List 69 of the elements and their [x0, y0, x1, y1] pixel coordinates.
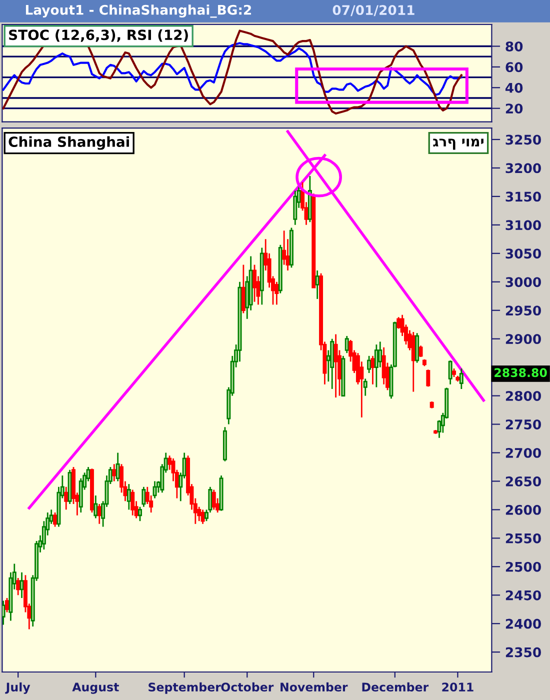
text: China Shanghai — [8, 136, 129, 150]
x-tick-label: November — [280, 682, 348, 692]
candlestick — [363, 378, 368, 396]
candlestick — [20, 572, 24, 599]
y-tick-label: 2950 — [506, 306, 541, 316]
y-tick-label: 3050 — [506, 248, 541, 259]
candlestick — [378, 340, 382, 368]
candlestick — [241, 264, 246, 314]
x-tick-label: October — [221, 682, 274, 692]
x-tick-label: December — [362, 682, 429, 692]
candlestick — [94, 494, 98, 519]
y-tick-label: 60 — [506, 62, 523, 72]
candlestick — [138, 506, 142, 522]
x-tick-label: August — [72, 682, 119, 694]
candlestick — [344, 335, 349, 354]
y-tick-label: 2400 — [506, 618, 541, 629]
candlestick — [130, 489, 135, 516]
y-tick-label: 2650 — [506, 476, 541, 486]
candlestick — [334, 334, 338, 398]
y-tick-label: 3200 — [506, 163, 541, 174]
y-tick-label: 3250 — [506, 134, 541, 145]
candlestick — [16, 577, 20, 596]
y-tick-label: 2500 — [506, 562, 541, 572]
text: גרף יומי — [433, 138, 484, 150]
candlestick — [97, 503, 102, 525]
y-tick-label: 2750 — [506, 419, 541, 430]
candlestick — [212, 489, 216, 510]
candlestick — [252, 264, 257, 302]
candlestick — [53, 512, 58, 528]
candlestick — [448, 360, 452, 386]
y-tick-label: 2800 — [506, 391, 541, 401]
candlestick — [459, 368, 464, 390]
y-tick-label: 2450 — [506, 590, 541, 600]
candlestick — [2, 600, 6, 626]
candlestick — [418, 344, 423, 358]
text: 2838.80 — [494, 368, 547, 378]
candlestick — [367, 355, 372, 374]
y-tick-label: 20 — [506, 104, 523, 114]
candlestick — [374, 344, 378, 388]
y-tick-label: 2600 — [506, 504, 541, 515]
candlestick — [5, 597, 9, 613]
y-tick-label: 3150 — [506, 192, 541, 202]
text: Layout1 - ChinaShanghai_BG:2 — [26, 4, 252, 18]
candlestick — [200, 508, 205, 525]
chart-title: STOC (12,6,3), RSI (12) — [9, 29, 188, 42]
candlestick — [64, 486, 68, 510]
candlestick — [116, 452, 120, 482]
candlestick — [293, 190, 298, 226]
candlestick — [126, 483, 131, 510]
y-tick-label: 2900 — [506, 334, 541, 344]
text: 07/01/2011 — [332, 5, 414, 16]
y-tick-label: 80 — [506, 41, 523, 52]
x-tick-label: 2011 — [442, 682, 474, 692]
y-tick-label: 3000 — [506, 277, 541, 288]
x-tick-label: September — [148, 682, 221, 694]
y-tick-label: 3100 — [506, 220, 541, 230]
candlestick — [142, 486, 146, 508]
candlestick — [426, 368, 430, 388]
candlestick — [315, 270, 320, 300]
x-tick-label: July — [5, 682, 30, 694]
line-series — [2, 42, 462, 96]
y-tick-label: 2700 — [506, 448, 541, 458]
candlestick — [396, 316, 401, 330]
y-tick-label: 2350 — [506, 647, 541, 658]
candlestick — [112, 463, 116, 482]
candlestick — [370, 355, 375, 386]
candlestick — [152, 480, 157, 499]
y-tick-label: 2550 — [506, 533, 541, 544]
y-tick-label: 40 — [505, 82, 523, 93]
